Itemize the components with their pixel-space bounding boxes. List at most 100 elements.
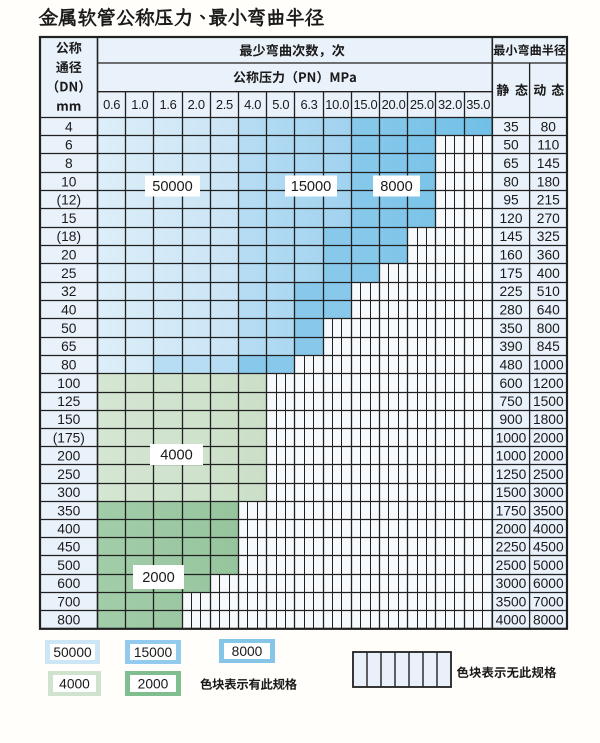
svg-text:32.0: 32.0 <box>438 97 462 112</box>
svg-text:215: 215 <box>537 193 560 208</box>
svg-text:4000: 4000 <box>533 522 564 537</box>
svg-text:2.5: 2.5 <box>216 97 233 112</box>
svg-text:1500: 1500 <box>533 394 564 409</box>
svg-text:250: 250 <box>57 467 80 482</box>
svg-text:35: 35 <box>503 119 519 134</box>
svg-text:120: 120 <box>499 211 522 226</box>
svg-text:8000: 8000 <box>533 613 564 628</box>
svg-text:25: 25 <box>61 266 77 281</box>
svg-text:2000: 2000 <box>533 449 564 464</box>
svg-text:3000: 3000 <box>533 485 564 500</box>
svg-text:1200: 1200 <box>533 376 564 391</box>
svg-text:8000: 8000 <box>232 644 263 659</box>
svg-text:510: 510 <box>537 284 560 299</box>
svg-text:700: 700 <box>57 594 80 609</box>
svg-text:95: 95 <box>503 193 519 208</box>
svg-text:500: 500 <box>57 558 80 573</box>
svg-text:0.6: 0.6 <box>103 97 120 112</box>
svg-text:125: 125 <box>57 394 80 409</box>
svg-text:10: 10 <box>61 174 77 189</box>
svg-text:4000: 4000 <box>496 613 527 628</box>
svg-text:8: 8 <box>65 156 73 171</box>
svg-text:480: 480 <box>499 358 522 373</box>
svg-text:20.0: 20.0 <box>382 97 406 112</box>
svg-text:2000: 2000 <box>142 570 174 586</box>
svg-text:350: 350 <box>499 321 522 336</box>
svg-text:160: 160 <box>499 248 522 263</box>
svg-text:15000: 15000 <box>134 645 173 660</box>
svg-text:3500: 3500 <box>533 503 564 518</box>
svg-text:110: 110 <box>537 138 559 153</box>
svg-text:50000: 50000 <box>53 645 92 660</box>
svg-text:175: 175 <box>499 266 522 281</box>
svg-text:4.0: 4.0 <box>244 97 261 112</box>
svg-text:390: 390 <box>499 339 522 354</box>
svg-text:1000: 1000 <box>496 430 527 445</box>
svg-text:1800: 1800 <box>533 412 564 427</box>
svg-text:3500: 3500 <box>496 594 527 609</box>
svg-text:800: 800 <box>57 613 80 628</box>
svg-text:750: 750 <box>499 394 522 409</box>
svg-text:5000: 5000 <box>533 558 564 573</box>
svg-text:2000: 2000 <box>496 522 527 537</box>
svg-text:(175): (175) <box>53 430 85 445</box>
svg-text:6000: 6000 <box>533 576 564 591</box>
svg-text:2500: 2500 <box>496 558 527 573</box>
svg-text:2250: 2250 <box>496 540 527 555</box>
svg-text:225: 225 <box>499 284 522 299</box>
svg-text:1250: 1250 <box>496 467 527 482</box>
svg-text:4000: 4000 <box>160 448 192 464</box>
svg-text:40: 40 <box>61 303 77 318</box>
svg-text:300: 300 <box>57 485 80 500</box>
svg-text:7000: 7000 <box>533 594 564 609</box>
svg-text:2000: 2000 <box>138 676 169 691</box>
svg-text:180: 180 <box>537 174 560 189</box>
svg-text:2000: 2000 <box>533 430 564 445</box>
svg-text:1000: 1000 <box>533 358 564 373</box>
svg-text:15.0: 15.0 <box>353 97 377 112</box>
svg-text:6: 6 <box>65 138 73 153</box>
svg-text:4500: 4500 <box>533 540 564 555</box>
svg-text:600: 600 <box>499 376 522 391</box>
svg-text:15: 15 <box>61 211 77 226</box>
svg-text:65: 65 <box>503 156 519 171</box>
svg-text:15000: 15000 <box>291 179 332 195</box>
svg-text:200: 200 <box>57 449 80 464</box>
svg-text:400: 400 <box>57 522 80 537</box>
svg-text:360: 360 <box>537 248 560 263</box>
svg-text:50000: 50000 <box>152 179 193 195</box>
svg-text:1500: 1500 <box>496 485 527 500</box>
svg-text:600: 600 <box>57 576 80 591</box>
svg-text:1.6: 1.6 <box>159 97 176 112</box>
svg-text:1000: 1000 <box>496 449 527 464</box>
svg-text:8000: 8000 <box>380 179 412 195</box>
svg-text:350: 350 <box>57 503 80 518</box>
svg-text:2500: 2500 <box>533 467 564 482</box>
svg-text:10.0: 10.0 <box>325 97 349 112</box>
svg-text:5.0: 5.0 <box>272 97 289 112</box>
svg-text:50: 50 <box>61 321 77 336</box>
svg-text:80: 80 <box>541 119 557 134</box>
svg-text:25.0: 25.0 <box>410 97 434 112</box>
svg-text:270: 270 <box>537 211 560 226</box>
svg-text:145: 145 <box>537 156 560 171</box>
svg-text:65: 65 <box>61 339 77 354</box>
svg-text:325: 325 <box>537 229 560 244</box>
svg-text:(18): (18) <box>57 229 82 244</box>
svg-text:4000: 4000 <box>59 676 90 691</box>
svg-text:3000: 3000 <box>496 576 527 591</box>
svg-text:80: 80 <box>503 174 519 189</box>
svg-text:400: 400 <box>537 266 560 281</box>
svg-text:35.0: 35.0 <box>466 97 490 112</box>
svg-text:1.0: 1.0 <box>131 97 148 112</box>
svg-text:800: 800 <box>537 321 560 336</box>
svg-text:640: 640 <box>537 303 560 318</box>
svg-text:50: 50 <box>503 138 519 153</box>
svg-text:150: 150 <box>57 412 80 427</box>
svg-text:100: 100 <box>57 376 80 391</box>
svg-text:845: 845 <box>537 339 560 354</box>
svg-text:(12): (12) <box>57 193 82 208</box>
svg-text:450: 450 <box>57 540 80 555</box>
svg-text:4: 4 <box>65 119 73 134</box>
svg-text:80: 80 <box>61 358 77 373</box>
